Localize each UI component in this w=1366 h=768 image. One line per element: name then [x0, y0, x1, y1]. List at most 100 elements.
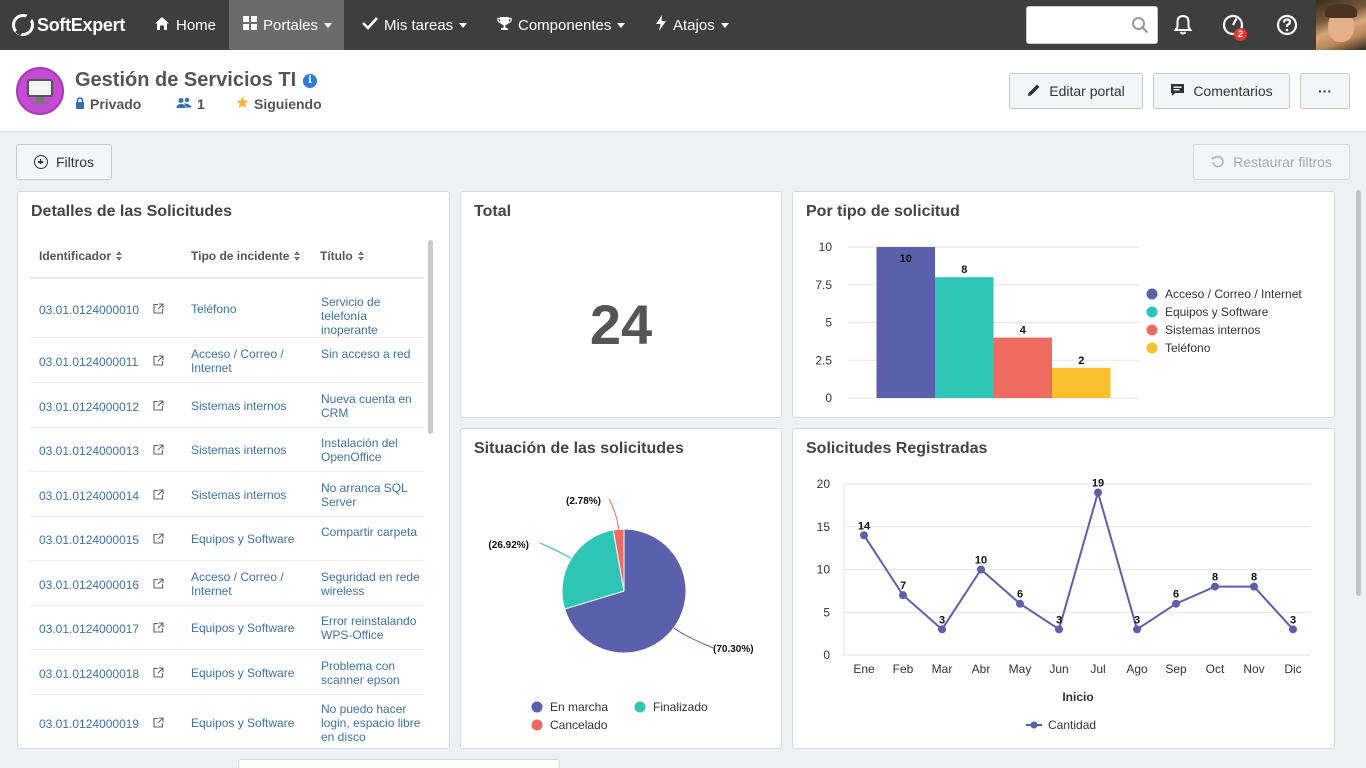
table-row[interactable]: 03.01.0124000014 Sistemas internos No arra… — [30, 472, 424, 517]
external-link-icon[interactable] — [153, 488, 164, 500]
star-icon — [236, 96, 249, 112]
request-title[interactable]: Instalación del OpenOffice — [321, 436, 398, 464]
incident-type: Teléfono — [191, 302, 237, 316]
request-id-link[interactable]: 03.01.0124000017 — [39, 622, 140, 636]
nav-portales[interactable]: Portales — [229, 0, 344, 50]
search-input[interactable] — [1027, 7, 1127, 43]
comments-label: Comentarios — [1193, 83, 1273, 99]
table-scrollbar[interactable] — [428, 240, 433, 434]
logo-mark-icon — [12, 14, 34, 36]
table-row[interactable]: 03.01.0124000019 Equipos y Software No pue… — [30, 695, 424, 748]
bar[interactable] — [935, 277, 994, 398]
members-count[interactable]: 1 — [176, 96, 205, 112]
line-chart-title: Solicitudes Registradas — [806, 440, 988, 457]
external-link-icon[interactable] — [153, 666, 164, 678]
bar[interactable] — [876, 247, 936, 398]
user-avatar[interactable] — [1316, 0, 1366, 50]
edit-portal-button[interactable]: Editar portal — [1009, 73, 1143, 109]
data-point[interactable] — [1250, 582, 1258, 591]
data-point[interactable] — [1289, 625, 1297, 634]
table-row[interactable]: 03.01.0124000018 Equipos y Software Proble… — [30, 650, 424, 695]
data-point[interactable] — [860, 531, 868, 540]
request-id-link[interactable]: 03.01.0124000014 — [39, 488, 140, 503]
column-header-label: Tipo de incidente — [191, 249, 290, 263]
data-point[interactable] — [938, 625, 946, 634]
request-title[interactable]: Nueva cuenta en CRM — [321, 391, 412, 420]
external-link-icon[interactable] — [153, 399, 164, 411]
external-link-icon[interactable] — [153, 716, 164, 728]
data-point[interactable] — [1172, 599, 1180, 608]
x-tick-label: Sep — [1165, 662, 1187, 676]
bar[interactable] — [1052, 367, 1111, 398]
nav-mis-tareas[interactable]: Mis tareas — [348, 0, 481, 50]
requests-table-card: Detalles de las Solicitudes Identificado… — [17, 191, 450, 749]
request-title[interactable]: Compartir carpeta — [321, 525, 418, 539]
restore-filters-button[interactable]: Restaurar filtros — [1193, 144, 1350, 180]
request-title[interactable]: Error reinstalando WPS-Office — [321, 614, 417, 642]
bar[interactable] — [993, 337, 1053, 398]
bell-icon[interactable] — [1170, 12, 1196, 38]
request-title[interactable]: Problema con scanner epson — [321, 658, 400, 687]
info-icon[interactable]: i — [303, 74, 317, 88]
column-header-tipo[interactable]: Tipo de incidente — [191, 249, 301, 263]
external-link-icon[interactable] — [153, 444, 164, 455]
search-icon[interactable] — [1131, 16, 1149, 34]
table-row[interactable]: 03.01.0124000012 Sistemas internos Nueva c… — [30, 383, 424, 428]
following-status[interactable]: Siguiendo — [236, 96, 322, 112]
table-row[interactable]: 03.01.0124000015 Equipos y Software Compar… — [30, 517, 424, 561]
data-point[interactable] — [1094, 488, 1102, 497]
data-point[interactable] — [977, 565, 985, 574]
column-header-identificador[interactable]: Identificador — [39, 249, 123, 263]
request-id-link[interactable]: 03.01.0124000010 — [39, 303, 140, 317]
nav-atajos[interactable]: Atajos — [641, 0, 743, 50]
pie-leader-line — [608, 498, 620, 530]
external-link-icon[interactable] — [153, 303, 164, 314]
avatar-hair — [1325, 4, 1357, 18]
data-point[interactable] — [899, 591, 907, 600]
table-row[interactable]: 03.01.0124000010 Teléfono Servicio de tele… — [30, 280, 424, 338]
legend-label: Acceso / Correo / Internet — [1165, 287, 1302, 301]
nav-mis-tareas-label: Mis tareas — [384, 16, 454, 34]
data-point[interactable] — [1055, 625, 1063, 634]
data-point[interactable] — [1133, 625, 1141, 634]
request-title[interactable]: No puedo hacer login, espacio libre en d… — [321, 701, 421, 744]
page-scrollbar[interactable] — [1356, 190, 1361, 596]
activity-gauge-icon[interactable] — [1220, 12, 1246, 38]
filters-button[interactable]: Filtros — [16, 144, 112, 180]
nav-componentes[interactable]: Componentes — [483, 0, 639, 50]
softexpert-logo[interactable]: SoftExpert — [12, 13, 125, 37]
request-id-link[interactable]: 03.01.0124000019 — [39, 716, 140, 731]
external-link-icon[interactable] — [153, 354, 164, 366]
request-title[interactable]: No arranca SQL Server — [321, 480, 408, 509]
nav-home[interactable]: Home — [140, 0, 230, 50]
request-title[interactable]: Sin acceso a red — [321, 346, 411, 361]
comments-button[interactable]: Comentarios — [1153, 73, 1290, 109]
request-id-link[interactable]: 03.01.0124000015 — [39, 533, 140, 547]
data-point[interactable] — [1016, 599, 1024, 608]
data-point[interactable] — [1211, 582, 1219, 591]
table-row[interactable]: 03.01.0124000011 Acceso / Correo / Intern… — [30, 338, 424, 383]
external-link-icon[interactable] — [153, 533, 164, 544]
request-title[interactable]: Servicio de telefonía inoperante — [321, 295, 381, 337]
request-id-link[interactable]: 03.01.0124000018 — [39, 666, 140, 681]
line-chart: 0 5 10 15 20 14 7 3 10 6 3 19 3 6 8 8 3 Ene Feb Mar Abr May Ju… — [817, 477, 1311, 732]
external-link-icon[interactable] — [153, 577, 164, 589]
table-row[interactable]: 03.01.0124000017 Equipos y Software Error … — [30, 606, 424, 650]
chevron-down-icon — [720, 22, 729, 28]
column-header-titulo[interactable]: Título — [320, 249, 365, 263]
legend-label: Equipos y Software — [1165, 305, 1269, 319]
request-id-link[interactable]: 03.01.0124000012 — [39, 399, 140, 414]
request-id-link[interactable]: 03.01.0124000016 — [39, 577, 140, 592]
request-id-link[interactable]: 03.01.0124000011 — [39, 354, 139, 369]
more-options-button[interactable]: ··· — [1300, 73, 1350, 109]
external-link-icon[interactable] — [153, 622, 164, 633]
request-id-link[interactable]: 03.01.0124000013 — [39, 444, 140, 458]
table-row[interactable]: 03.01.0124000013 Sistemas internos Instala… — [30, 428, 424, 472]
request-title[interactable]: Seguridad en rede wireless — [321, 569, 420, 598]
help-icon[interactable] — [1274, 12, 1300, 38]
total-value: 24 — [589, 293, 653, 356]
table-row[interactable]: 03.01.0124000016 Acceso / Correo / Intern… — [30, 561, 424, 606]
bar-chart: 0 2.5 5 7.5 10 10 Acceso / Correo / Internet 8 E… — [815, 240, 1302, 405]
bar-chart-title: Por tipo de solicitud — [806, 203, 960, 220]
incident-type: Sistemas internos — [191, 443, 287, 457]
